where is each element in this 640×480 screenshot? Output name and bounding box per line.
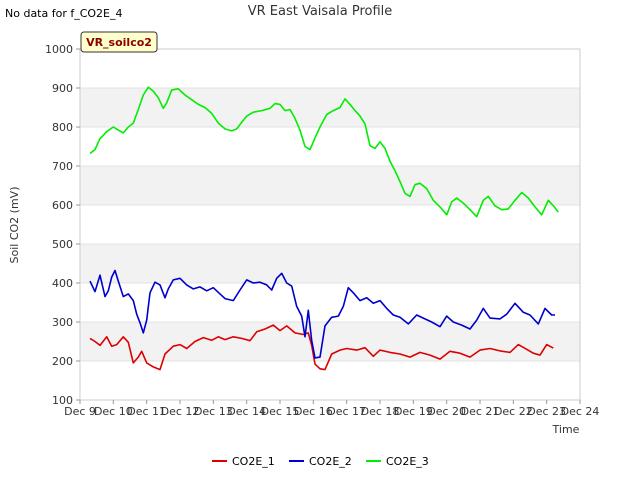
y-axis-ticks: 100 200 300 400 500 600 700 800 900 1000 (45, 43, 80, 407)
badge-box (80, 31, 158, 53)
series-line-co2e-3 (89, 86, 559, 218)
y-axis-label: Soil CO2 (mV) (8, 187, 21, 264)
badge-label: VR_soilco2 (86, 36, 152, 49)
y-tick-label: 1000 (45, 43, 73, 56)
x-tick-label: Dec 17 (327, 405, 366, 418)
x-tick-label: Dec 9 (64, 405, 96, 418)
badge: VR_soilco2 (80, 31, 158, 53)
y-tick-label: 900 (52, 82, 73, 95)
plot-frame (79, 48, 581, 401)
x-tick-label: Dec 20 (427, 405, 466, 418)
plot-band (80, 166, 580, 205)
x-tick-label: Dec 11 (127, 405, 166, 418)
y-tick-label: 800 (52, 121, 73, 134)
plot-band (80, 322, 580, 361)
x-tick-label: Dec 22 (494, 405, 533, 418)
plot-band (80, 244, 580, 283)
x-tick-label: Dec 21 (461, 405, 500, 418)
series-line-co2e-2 (89, 269, 555, 359)
x-tick-label: Dec 10 (94, 405, 133, 418)
x-tick-label: Dec 18 (361, 405, 400, 418)
x-tick-label: Dec 14 (227, 405, 266, 418)
no-data-note: No data for f_CO2E_4 (5, 7, 123, 20)
y-tick-label: 500 (52, 238, 73, 251)
series-lines (89, 86, 559, 371)
x-tick-label: Dec 12 (161, 405, 200, 418)
x-tick-label: Dec 15 (261, 405, 300, 418)
legend: CO2E_1 CO2E_2 CO2E_3 (212, 455, 429, 468)
x-tick-label: Dec 23 (527, 405, 566, 418)
legend-label: CO2E_1 (232, 455, 275, 468)
x-tick-label: Dec 24 (561, 405, 600, 418)
y-tick-label: 700 (52, 160, 73, 173)
chart-title: VR East Vaisala Profile (248, 4, 393, 19)
x-tick-label: Dec 13 (194, 405, 233, 418)
series-line-co2e-1 (89, 324, 554, 371)
y-tick-label: 600 (52, 199, 73, 212)
legend-label: CO2E_2 (309, 455, 352, 468)
y-tick-label: 200 (52, 355, 73, 368)
y-tick-label: 300 (52, 316, 73, 329)
x-tick-label: Dec 19 (394, 405, 433, 418)
legend-label: CO2E_3 (386, 455, 429, 468)
x-tick-label: Dec 16 (294, 405, 333, 418)
y-tick-label: 400 (52, 277, 73, 290)
x-axis-label: Time (552, 423, 580, 436)
y-tick-label: 100 (52, 394, 73, 407)
